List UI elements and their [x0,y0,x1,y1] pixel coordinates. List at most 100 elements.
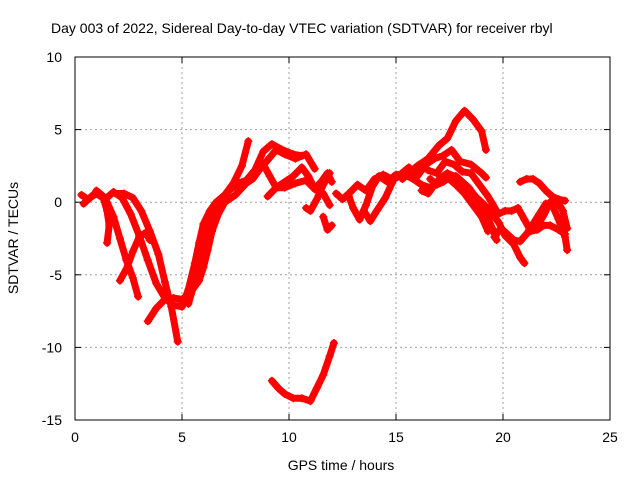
data-point-marker [496,224,505,233]
data-point-marker [424,154,433,163]
data-point-marker [325,201,334,210]
data-point-marker [481,145,490,154]
data-point-marker [439,177,448,186]
y-tick-label: -15 [42,412,62,428]
data-point-marker [242,176,251,185]
data-point-marker [109,212,118,221]
data-point-marker [366,217,375,226]
data-point-marker [464,183,473,192]
data-point-marker [115,276,124,285]
y-tick-label: -10 [42,339,62,355]
data-point-marker [92,186,101,195]
data-point-marker [143,256,152,265]
data-point-marker [120,189,129,198]
data-point-marker [137,206,146,215]
data-point-marker [539,211,548,220]
data-point-marker [304,172,313,181]
data-point-marker [362,201,371,210]
data-point-marker [128,247,137,256]
y-tick-label: 10 [46,49,62,65]
data-point-marker [477,198,486,207]
data-point-marker [297,151,306,160]
data-point-marker [319,180,328,189]
data-point-marker [424,166,433,175]
data-point-marker [278,145,287,154]
data-point-marker [225,186,234,195]
data-point-marker [329,339,338,348]
data-point-marker [372,206,381,215]
data-point-marker [289,394,298,403]
data-point-marker [522,230,531,239]
data-point-marker [486,206,495,215]
data-point-marker [443,134,452,143]
data-point-marker [280,177,289,186]
data-point-marker [197,249,206,258]
series-arc-12 [267,339,338,406]
data-point-marker [353,180,362,189]
data-point-marker [267,376,276,385]
plot-frame [74,56,611,421]
data-point-marker [190,278,199,287]
x-tick-label: 15 [388,429,404,445]
x-tick-label: 0 [71,429,79,445]
data-point-marker [413,161,422,170]
data-point-marker [460,106,469,115]
data-point-marker [272,183,281,192]
data-point-marker [178,302,186,311]
data-point-marker [263,192,272,201]
data-point-marker [274,384,283,393]
data-point-marker [449,160,458,169]
data-point-marker [563,224,572,233]
data-point-marker [558,206,567,215]
data-point-marker [310,185,319,194]
data-point-marker [535,179,544,188]
data-point-marker [289,150,298,159]
data-point-marker [135,233,144,242]
data-point-marker [122,264,131,273]
data-point-marker [445,173,454,182]
y-tick-labels: -15 -10 -5 0 5 10 [42,49,62,428]
data-point-marker [381,193,390,202]
data-point-marker [451,116,460,125]
data-point-marker [210,205,219,214]
data-point-marker [252,164,261,173]
data-point-marker [115,234,124,243]
data-point-marker [338,195,347,204]
x-axis-title: GPS time / hours [288,457,395,473]
data-point-marker [349,204,358,213]
data-point-marker [488,224,497,233]
data-point-marker [145,235,154,244]
data-point-marker [325,169,334,178]
data-point-marker [432,180,441,189]
data-point-marker [312,195,321,204]
data-point-marker [85,193,94,202]
series-arc-16 [398,106,490,183]
data-point-marker [432,169,441,178]
data-point-marker [344,192,353,201]
axis-ticks [74,56,611,421]
data-point-marker [563,246,572,255]
series-arc-10 [302,169,334,215]
data-point-marker [561,196,570,205]
data-point-marker [134,292,143,301]
data-point-marker [471,192,480,201]
data-point-marker [481,173,490,182]
data-point-marker [466,160,475,169]
data-point-marker [477,127,486,136]
series-line [426,172,528,267]
x-tick-label: 5 [178,429,186,445]
data-point-marker [404,169,413,178]
y-tick-label: 0 [54,194,62,210]
data-point-marker [456,157,465,166]
data-point-marker [546,198,555,207]
data-point-marker [368,182,377,191]
data-point-marker [297,394,306,403]
data-point-marker [173,337,182,346]
data-point-marker [160,295,169,304]
data-point-marker [100,193,109,202]
data-point-marker [434,141,443,150]
data-point-marker [325,352,334,361]
y-tick-label: -5 [50,267,63,283]
data-point-marker [475,180,484,189]
